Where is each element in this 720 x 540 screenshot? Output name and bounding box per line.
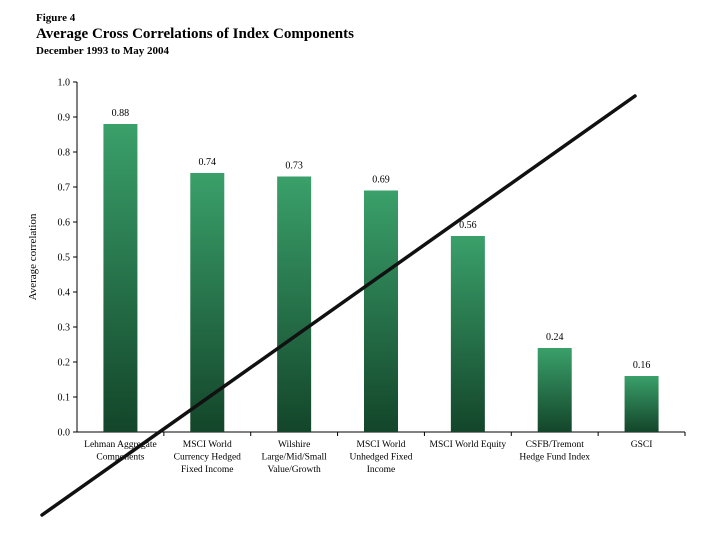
y-tick-label: 0.1 xyxy=(58,393,71,404)
y-tick-label: 0.2 xyxy=(58,358,71,369)
x-category-label: GSCI xyxy=(631,440,653,450)
bar-data-label: 0.88 xyxy=(112,108,130,119)
chart-title: Average Cross Correlations of Index Comp… xyxy=(36,26,354,42)
y-tick-label: 1.0 xyxy=(58,78,71,89)
axes: 0.0 0.1 0.2 0.3 0.4 0.5 0.6 0.7 0.8 0.9 1.0 Average… xyxy=(27,78,686,439)
bar-data-label: 0.69 xyxy=(372,175,390,186)
y-tick-label: 0.9 xyxy=(58,113,71,124)
y-tick-label: 0.4 xyxy=(58,288,71,299)
y-axis-title: Average correlation xyxy=(27,213,39,300)
bar xyxy=(103,124,138,432)
bar-data-label: 0.16 xyxy=(633,360,651,371)
bar-data-label: 0.24 xyxy=(546,332,564,343)
bar xyxy=(190,173,225,432)
bar xyxy=(450,236,485,432)
bar-data-label: 0.74 xyxy=(199,157,217,168)
y-tick-label: 0.8 xyxy=(58,148,71,159)
y-tick-label: 0.6 xyxy=(58,218,71,229)
y-tick-label: 0.0 xyxy=(58,428,71,439)
bar-data-label: 0.56 xyxy=(459,220,477,231)
x-category-label: MSCI World Equity xyxy=(430,440,507,450)
x-category-label: Wilshire Large/Mid/Small Value/Growth xyxy=(262,440,328,475)
bar xyxy=(277,176,312,432)
x-category-label: MSCI World Currency Hedged Fixed Income xyxy=(174,440,242,475)
annotation-diagonal-line xyxy=(40,94,637,517)
x-category-label: MSCI World Unhedged Fixed Income xyxy=(349,440,412,475)
bar-data-label: 0.73 xyxy=(285,161,303,172)
bar xyxy=(537,348,572,432)
figure-label: Figure 4 xyxy=(36,12,76,24)
y-tick-label: 0.7 xyxy=(58,183,71,194)
x-category-label: CSFB/Tremont Hedge Fund Index xyxy=(519,440,590,463)
bars xyxy=(103,124,659,432)
chart-subtitle: December 1993 to May 2004 xyxy=(36,45,169,57)
bar xyxy=(624,376,659,432)
bar xyxy=(364,190,398,432)
y-tick-label: 0.3 xyxy=(58,323,71,334)
y-tick-label: 0.5 xyxy=(58,253,71,264)
